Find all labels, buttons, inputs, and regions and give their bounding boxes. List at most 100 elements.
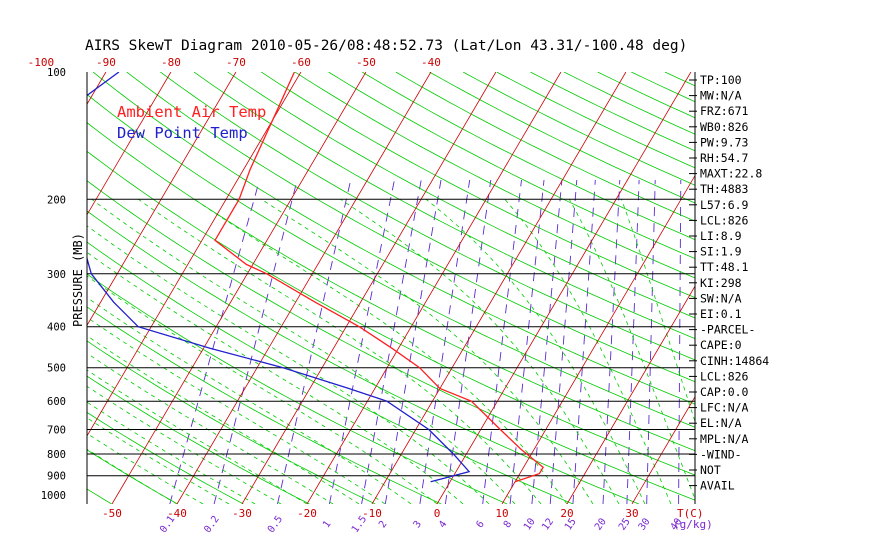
dry-adiabat-line bbox=[160, 72, 695, 361]
mixing-ratio-tick-label: 0.5 bbox=[266, 514, 285, 535]
moist-adiabat-line bbox=[194, 198, 568, 504]
top-temp-tick-label: -60 bbox=[291, 56, 311, 69]
index-label: MPL:N/A bbox=[700, 432, 749, 446]
index-label: TP:100 bbox=[700, 73, 742, 87]
index-label: -WIND- bbox=[700, 447, 742, 461]
dry-adiabat-line bbox=[126, 72, 695, 383]
index-label: LCL:826 bbox=[700, 213, 749, 227]
index-label: PW:9.73 bbox=[700, 135, 749, 149]
mixing-ratio-tick-label: 1 bbox=[321, 519, 333, 530]
isotherm-line bbox=[501, 174, 695, 504]
dry-adiabat-line bbox=[87, 375, 310, 504]
pressure-tick-label: 400 bbox=[47, 322, 66, 334]
mixing-ratio-line bbox=[531, 179, 563, 504]
dry-adiabat-line bbox=[87, 340, 376, 504]
moist-adiabat-line bbox=[87, 316, 386, 504]
index-label: FRZ:671 bbox=[700, 104, 749, 118]
dry-adiabat-line bbox=[87, 306, 442, 504]
dry-adiabat-line bbox=[462, 72, 695, 186]
isotherm-line bbox=[371, 72, 627, 504]
isotherm-line bbox=[566, 285, 695, 504]
mixing-ratio-tick-label: 8 bbox=[502, 519, 514, 530]
pressure-tick-label: 100 bbox=[47, 67, 66, 79]
dry-adiabat-line bbox=[87, 210, 640, 504]
dry-adiabat-line bbox=[294, 72, 695, 279]
dry-adiabat-line bbox=[328, 72, 695, 259]
mixing-ratio-tick-label: 3 bbox=[412, 519, 424, 530]
mixing-ratio-tick-label: 20 bbox=[593, 516, 609, 532]
index-label: AVAIL bbox=[700, 479, 735, 493]
index-label: MW:N/A bbox=[700, 89, 742, 103]
mixing-ratio-line bbox=[328, 179, 395, 504]
moist-adiabat-line bbox=[87, 225, 490, 504]
moist-adiabat-line bbox=[87, 448, 178, 504]
moist-adiabat-line bbox=[87, 417, 230, 504]
index-label: MAXT:22.8 bbox=[700, 167, 762, 181]
index-label: TT:48.1 bbox=[700, 260, 749, 274]
bottom-temp-tick-label: 30 bbox=[625, 507, 638, 520]
index-label: EI:0.1 bbox=[700, 307, 742, 321]
pressure-tick-label: 1000 bbox=[41, 490, 66, 502]
mixing-unit-label: (g/kg) bbox=[673, 518, 713, 531]
index-label: RH:54.7 bbox=[700, 151, 749, 165]
dry-adiabat-line bbox=[800, 72, 870, 504]
bottom-temp-tick-label: -10 bbox=[362, 507, 382, 520]
dry-adiabat-line bbox=[766, 72, 870, 504]
bottom-temp-tick-label: -30 bbox=[232, 507, 252, 520]
isotherm-line bbox=[436, 72, 692, 504]
bottom-temp-tick-label: 20 bbox=[560, 507, 573, 520]
dry-adiabat-line bbox=[87, 273, 508, 504]
moist-adiabat-line bbox=[87, 296, 412, 504]
dry-adiabat-line bbox=[87, 180, 695, 501]
dry-adiabat-line bbox=[261, 72, 695, 299]
x-unit-label: T(C) bbox=[677, 507, 704, 520]
top-temp-tick-label: -40 bbox=[421, 56, 441, 69]
index-label: KI:298 bbox=[700, 276, 742, 290]
top-temp-tick-label: -90 bbox=[96, 56, 116, 69]
index-label: LI:8.9 bbox=[700, 229, 742, 243]
mixing-ratio-line bbox=[444, 179, 492, 504]
dry-adiabat-line bbox=[361, 72, 695, 241]
bottom-temp-tick-label: -20 bbox=[297, 507, 317, 520]
pressure-tick-label: 700 bbox=[47, 425, 66, 437]
bottom-temperature-tick-labels: -50 -40 -30 -20 -10 0 10 20 30 bbox=[102, 507, 639, 520]
index-label: NOT bbox=[700, 463, 721, 477]
mixing-ratio-line bbox=[602, 179, 621, 504]
isotherm-line bbox=[111, 72, 367, 504]
bottom-temp-tick-label: -40 bbox=[167, 507, 187, 520]
mixing-ratio-tick-label: 0.2 bbox=[202, 514, 221, 535]
moist-adiabat-line bbox=[87, 369, 308, 504]
isotherm-line bbox=[762, 72, 870, 504]
dry-adiabat-line bbox=[193, 72, 695, 340]
mixing-ratio-line bbox=[646, 179, 656, 504]
bottom-temp-tick-label: 10 bbox=[495, 507, 508, 520]
isotherm-line bbox=[827, 72, 870, 504]
mixing-ratio-lines bbox=[169, 179, 682, 504]
dry-adiabat-line bbox=[87, 122, 695, 452]
mixing-ratio-tick-label: 10 bbox=[522, 516, 538, 532]
index-label: LCL:826 bbox=[700, 369, 749, 383]
moist-adiabat-line bbox=[87, 385, 282, 504]
index-label: SI:1.9 bbox=[700, 245, 742, 259]
moist-adiabat-line bbox=[87, 275, 438, 504]
moist-adiabat-line bbox=[87, 352, 334, 504]
mixing-ratio-tick-label: 2 bbox=[377, 519, 389, 530]
mixing-ratio-line bbox=[549, 179, 578, 504]
dry-adiabat-line bbox=[395, 72, 695, 222]
mixing-ratio-line bbox=[509, 179, 545, 504]
dew-point-profile-line bbox=[87, 72, 471, 483]
dry-adiabat-line bbox=[87, 94, 695, 428]
legend: Ambient Air Temp Dew Point Temp bbox=[117, 103, 266, 142]
moist-adiabat-line bbox=[87, 401, 256, 504]
top-temp-tick-label: -50 bbox=[356, 56, 376, 69]
moist-adiabat-line bbox=[504, 199, 672, 504]
dry-adiabat-line bbox=[87, 411, 244, 504]
dry-adiabat-line bbox=[496, 72, 695, 169]
mixing-ratio-line bbox=[678, 179, 682, 504]
mixing-ratio-line bbox=[572, 179, 596, 504]
moist-adiabat-line bbox=[425, 198, 646, 504]
dry-adiabat-line bbox=[429, 72, 695, 204]
pressure-tick-labels: 100 200 300 400 500 600 700 800 900 1000 bbox=[41, 67, 66, 502]
isobars bbox=[87, 198, 695, 477]
